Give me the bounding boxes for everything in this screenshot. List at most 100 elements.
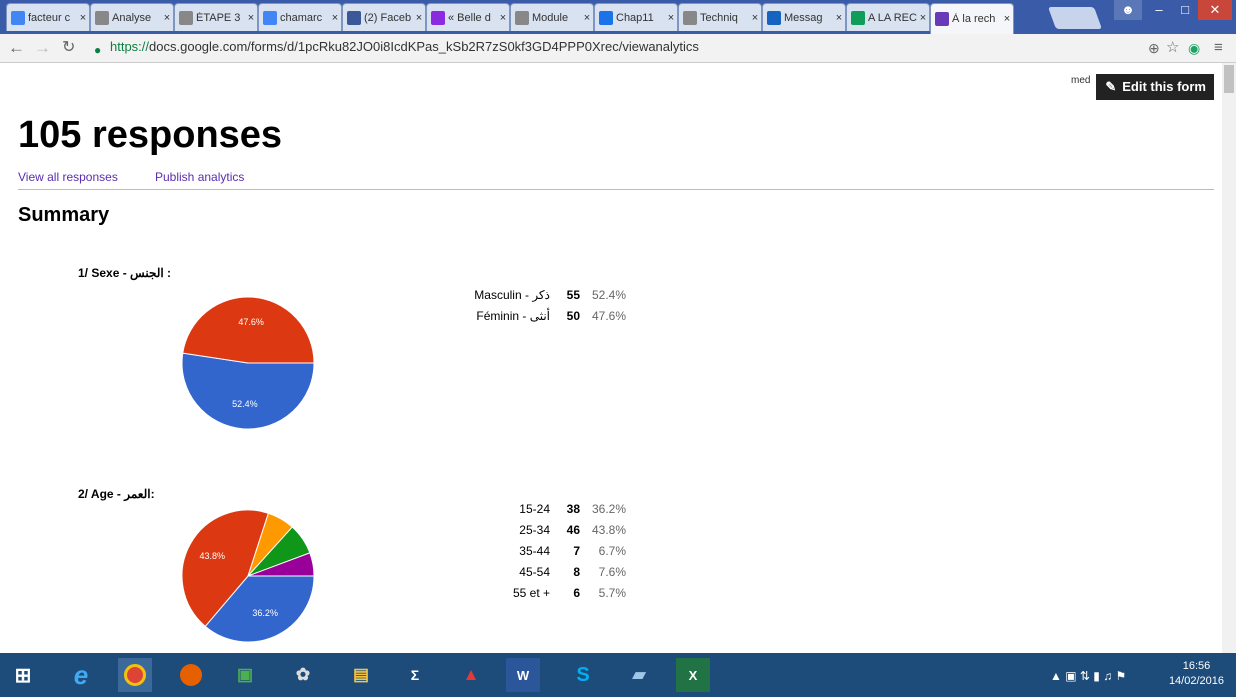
tab-label: A LA REC <box>868 11 917 24</box>
user-icon[interactable]: ☻ <box>1114 0 1142 20</box>
legend-age: 15-24 38 36.2% 25-34 46 43.8% 35-44 7 6.7% 45-54 8… <box>470 498 626 603</box>
minimize-icon[interactable]: – <box>1155 2 1163 17</box>
skype-icon[interactable]: S <box>576 663 590 686</box>
legend-row: 15-24 38 36.2% <box>470 498 626 519</box>
reload-icon[interactable]: ↻ <box>62 39 76 56</box>
tab-close-icon[interactable]: × <box>583 11 591 24</box>
firefox-icon[interactable] <box>174 658 208 692</box>
google-icon <box>11 10 25 25</box>
zoom-icon[interactable]: ⊕ <box>1148 40 1160 56</box>
tab-close-icon[interactable]: × <box>1003 13 1011 25</box>
drive-icon <box>599 10 613 25</box>
legend-label: 15-24 <box>519 501 550 516</box>
menu-icon[interactable]: ≡ <box>1214 39 1223 56</box>
pie-chart-age: 36.2% 43.8% <box>181 509 315 643</box>
chrome-icon[interactable] <box>118 658 152 692</box>
address-bar[interactable]: https://docs.google.com/forms/d/1pcRku82… <box>110 39 699 54</box>
close-icon[interactable]: ✕ <box>1198 0 1232 20</box>
browser-toolbar: ← → ↻ ● https://docs.google.com/forms/d/… <box>0 34 1236 63</box>
summary-heading: Summary <box>18 204 110 226</box>
legend-percent: 47.6% <box>591 308 626 323</box>
legend-row: 35-44 7 6.7% <box>470 540 626 561</box>
pie-slice <box>181 509 270 628</box>
scrollbar-thumb[interactable] <box>1224 65 1234 93</box>
pdf-icon[interactable]: ▲ <box>462 665 480 684</box>
google-icon <box>263 10 277 25</box>
document-icon <box>95 10 109 25</box>
pie-slice <box>204 575 315 643</box>
clock-time: 16:56 <box>1182 660 1211 672</box>
browser-tab[interactable]: chamarc × <box>258 3 342 31</box>
bookmark-star-icon[interactable]: ☆ <box>1166 39 1180 56</box>
browser-tab[interactable]: Messag × <box>762 3 846 31</box>
windows-start-icon[interactable]: ⊞ <box>14 664 32 687</box>
tab-close-icon[interactable]: × <box>499 11 507 24</box>
edit-form-button[interactable]: ✎ Edit this form <box>1096 74 1214 100</box>
pie-slice <box>182 296 315 364</box>
legend-row: 45-54 8 7.6% <box>470 561 626 582</box>
browser-tab[interactable]: Analyse × <box>90 3 174 31</box>
new-tab-button[interactable] <box>1047 7 1103 29</box>
question-title-sexe: 1/ Sexe - الجنس : <box>78 266 172 280</box>
legend-percent: 7.6% <box>598 564 626 579</box>
legend-label: 45-54 <box>519 564 550 579</box>
pencil-icon: ✎ <box>1105 79 1117 94</box>
forward-icon[interactable]: → <box>34 38 51 57</box>
browser-tab[interactable]: (2) Faceb × <box>342 3 426 31</box>
browser-tab[interactable]: Techniq × <box>678 3 762 31</box>
lock-icon: ● <box>94 43 102 57</box>
legend-row: Féminin - أنثى 50 47.6% <box>470 305 626 326</box>
tab-close-icon[interactable]: × <box>331 11 339 24</box>
document-icon <box>515 10 529 25</box>
tab-close-icon[interactable]: × <box>919 11 927 24</box>
browser-tab[interactable]: Module × <box>510 3 594 31</box>
publish-analytics-link[interactable]: Publish analytics <box>155 170 245 184</box>
tab-label: ÉTAPE 3 <box>196 11 241 24</box>
clock[interactable]: 16:56 14/02/2016 <box>1169 659 1224 689</box>
notes-icon[interactable]: ▰ <box>632 665 646 684</box>
legend-label: Féminin - أنثى <box>476 308 550 323</box>
legend-label: Masculin - ذكر <box>474 287 550 302</box>
scrollbar[interactable] <box>1222 63 1236 653</box>
tab-close-icon[interactable]: × <box>415 11 423 24</box>
tab-label: Analyse <box>112 11 152 24</box>
back-icon[interactable]: ← <box>8 38 25 57</box>
tab-close-icon[interactable]: × <box>751 11 759 24</box>
clock-date: 14/02/2016 <box>1168 675 1224 687</box>
tab-close-icon[interactable]: × <box>247 11 255 24</box>
browser-tab[interactable]: Chap11 × <box>594 3 678 31</box>
tab-label: Chap11 <box>616 11 654 24</box>
system-tray[interactable]: ▲ ▣ ⇅ ▮ ♫ ⚑ <box>1050 669 1127 683</box>
file-explorer-icon[interactable]: ▤ <box>352 665 370 684</box>
store-icon[interactable]: ▣ <box>236 665 254 684</box>
browser-tab[interactable]: À la rech × <box>930 3 1014 34</box>
user-email: med <box>1071 75 1091 86</box>
browser-tab[interactable]: A LA REC × <box>846 3 930 31</box>
browser-tab[interactable]: facteur c × <box>6 3 90 31</box>
legend-label: 35-44 <box>519 543 550 558</box>
word-icon[interactable]: W <box>506 658 540 692</box>
internet-explorer-icon[interactable]: e <box>73 659 89 690</box>
legend-percent: 5.7% <box>598 585 626 600</box>
legend-count: 8 <box>573 564 580 579</box>
math-input-icon[interactable]: Σ <box>410 667 420 683</box>
extension-icon[interactable]: ◉ <box>1188 40 1201 56</box>
tab-close-icon[interactable]: × <box>835 11 843 24</box>
maximize-icon[interactable]: □ <box>1181 2 1189 17</box>
paint-icon[interactable]: ✿ <box>295 665 311 684</box>
tab-close-icon[interactable]: × <box>163 11 171 24</box>
legend-count: 55 <box>566 287 580 302</box>
tab-close-icon[interactable]: × <box>79 11 87 24</box>
legend-count: 38 <box>566 501 580 516</box>
view-all-responses-link[interactable]: View all responses <box>18 170 118 184</box>
browser-tab[interactable]: ÉTAPE 3 × <box>174 3 258 31</box>
browser-tab[interactable]: « Belle d × <box>426 3 510 31</box>
tab-label: Techniq <box>700 11 738 24</box>
question-title-age: 2/ Age - العمر: <box>78 487 155 501</box>
tab-close-icon[interactable]: × <box>667 11 675 24</box>
pie-slice <box>247 552 315 577</box>
excel-icon[interactable]: X <box>676 658 710 692</box>
legend-label: 25-34 <box>519 522 550 537</box>
tab-label: Messag <box>784 11 823 24</box>
tab-label: facteur c <box>28 11 71 24</box>
